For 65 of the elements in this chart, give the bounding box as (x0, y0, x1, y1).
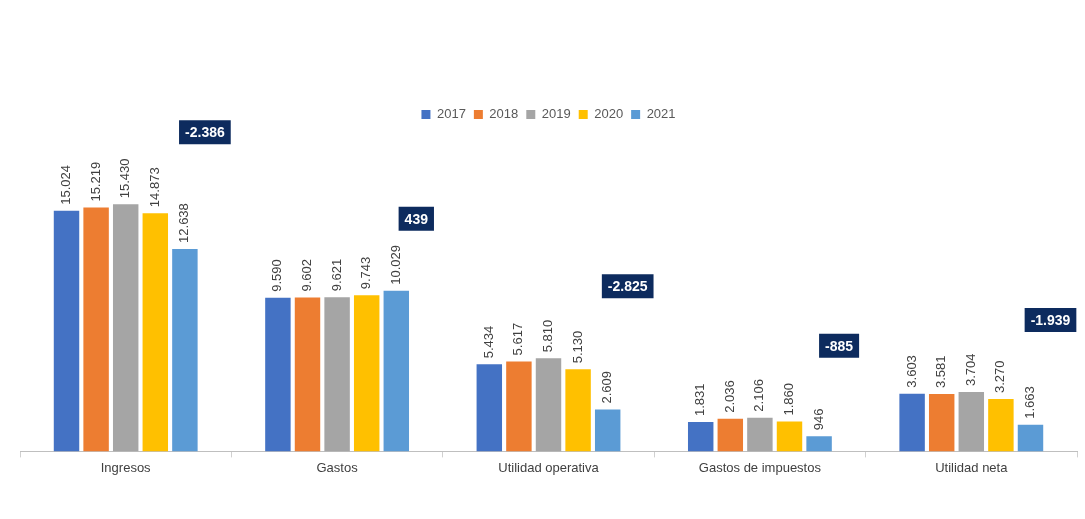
x-tick-label: Gastos de impuestos (698, 459, 822, 475)
data-label: 15.219 (87, 161, 103, 202)
legend-label: 2019 (541, 106, 571, 122)
bar (112, 204, 139, 452)
legend-label: 2021 (646, 106, 676, 122)
data-label: 1.860 (781, 383, 797, 416)
data-label: 9.743 (358, 256, 374, 290)
bar (988, 399, 1014, 452)
bar (687, 422, 714, 452)
legend-label: 2017 (436, 106, 466, 122)
legend-label: 2020 (594, 106, 624, 122)
bar (747, 417, 773, 452)
data-label: 5.434 (480, 325, 496, 359)
bar (172, 248, 198, 452)
bar (53, 210, 80, 452)
data-label: 1.831 (692, 383, 708, 417)
bar (294, 297, 321, 452)
data-label: 5.810 (540, 319, 556, 353)
bar (383, 290, 410, 452)
data-label: 15.430 (117, 158, 133, 199)
bar (594, 409, 621, 452)
data-label: 9.590 (269, 259, 285, 292)
data-label: 5.617 (510, 322, 526, 356)
x-tick-label: Ingresos (100, 459, 152, 475)
bar (717, 418, 744, 452)
text: -2.386 (185, 124, 225, 141)
bar (776, 421, 803, 452)
data-label: 2.036 (721, 380, 737, 413)
legend-label: 2018 (489, 106, 519, 122)
data-label: 1.663 (1022, 386, 1038, 419)
bar (806, 436, 832, 452)
bar (476, 364, 503, 452)
bar (899, 393, 925, 452)
data-label: 9.602 (299, 259, 315, 292)
bar (83, 207, 109, 452)
bar (142, 213, 169, 452)
bar (265, 297, 291, 452)
bar (565, 369, 591, 452)
data-label: 15.024 (58, 164, 74, 205)
data-label: 9.621 (328, 258, 344, 292)
bar (1017, 424, 1044, 452)
annotation: -885 (825, 337, 854, 354)
data-label: 12.638 (176, 203, 192, 243)
x-tick-label: Gastos (316, 459, 359, 475)
bar (506, 361, 532, 452)
annotation: -2.825 (607, 278, 648, 295)
data-label: 2.609 (599, 371, 615, 404)
data-label: 3.581 (933, 355, 949, 389)
annotation: -1.939 (1030, 311, 1071, 328)
x-tick-label: Utilidad operativa (498, 459, 600, 475)
bar (535, 358, 562, 452)
bar (928, 394, 955, 452)
data-label: 2.106 (751, 379, 767, 412)
data-label: 10.029 (387, 244, 403, 285)
data-label: 3.704 (962, 353, 978, 387)
bar (353, 295, 380, 452)
x-tick-label: Utilidad neta (935, 459, 1009, 475)
annotation: 439 (404, 210, 429, 227)
bar (958, 392, 985, 452)
data-label: 3.603 (903, 355, 919, 388)
bar (324, 297, 350, 452)
data-label: 14.873 (146, 167, 162, 208)
data-label: 3.270 (992, 360, 1008, 394)
data-label: 946 (810, 408, 826, 431)
data-label: 5.130 (569, 330, 585, 364)
